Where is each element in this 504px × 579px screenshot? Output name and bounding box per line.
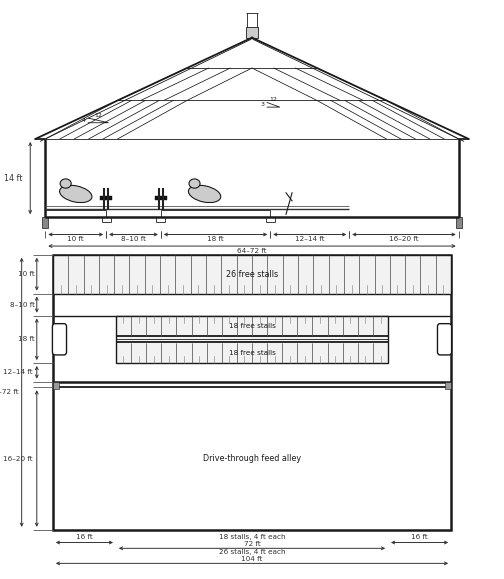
Text: 18 ft: 18 ft	[207, 236, 224, 242]
Text: 18 stalls, 4 ft each: 18 stalls, 4 ft each	[219, 534, 285, 540]
Text: 14 ft: 14 ft	[5, 174, 23, 182]
Text: 26 free stalls: 26 free stalls	[226, 270, 278, 278]
Bar	[456, 217, 462, 228]
Text: 16 ft: 16 ft	[411, 534, 428, 540]
Text: 18 free stalls: 18 free stalls	[228, 350, 276, 356]
Text: 12–14 ft: 12–14 ft	[295, 236, 325, 242]
Bar	[53, 255, 451, 294]
Text: 3: 3	[261, 102, 265, 107]
Bar	[53, 255, 451, 530]
Text: 12: 12	[94, 113, 102, 118]
Text: 72 ft: 72 ft	[243, 541, 261, 547]
Bar	[246, 27, 258, 38]
Text: 16–20 ft: 16–20 ft	[3, 456, 33, 461]
Text: 104 ft: 104 ft	[241, 556, 263, 562]
Text: Drive-through feed alley: Drive-through feed alley	[203, 454, 301, 463]
Text: 18 free stalls: 18 free stalls	[228, 323, 276, 329]
Bar	[445, 382, 451, 389]
Text: 64–72 ft: 64–72 ft	[0, 389, 19, 395]
Bar	[100, 196, 112, 200]
Text: 64–72 ft: 64–72 ft	[237, 248, 267, 254]
Text: 10 ft: 10 ft	[18, 271, 35, 277]
Text: 18 ft: 18 ft	[18, 336, 35, 342]
Text: 12: 12	[270, 97, 278, 102]
FancyBboxPatch shape	[437, 324, 452, 355]
Bar	[53, 382, 59, 389]
Ellipse shape	[188, 185, 221, 203]
Text: 8–10 ft: 8–10 ft	[121, 236, 146, 242]
Text: 10 ft: 10 ft	[68, 236, 84, 242]
Ellipse shape	[60, 179, 71, 188]
Bar	[155, 196, 167, 200]
Bar	[42, 217, 48, 228]
Ellipse shape	[59, 185, 92, 203]
Bar	[116, 316, 388, 363]
Text: 16–20 ft: 16–20 ft	[389, 236, 419, 242]
Text: 26 stalls, 4 ft each: 26 stalls, 4 ft each	[219, 549, 285, 555]
Text: 8–10 ft: 8–10 ft	[10, 302, 35, 307]
Text: 4: 4	[82, 118, 86, 123]
Ellipse shape	[189, 179, 200, 188]
Text: 12–14 ft: 12–14 ft	[3, 369, 33, 375]
FancyBboxPatch shape	[52, 324, 67, 355]
Text: 16 ft: 16 ft	[76, 534, 93, 540]
